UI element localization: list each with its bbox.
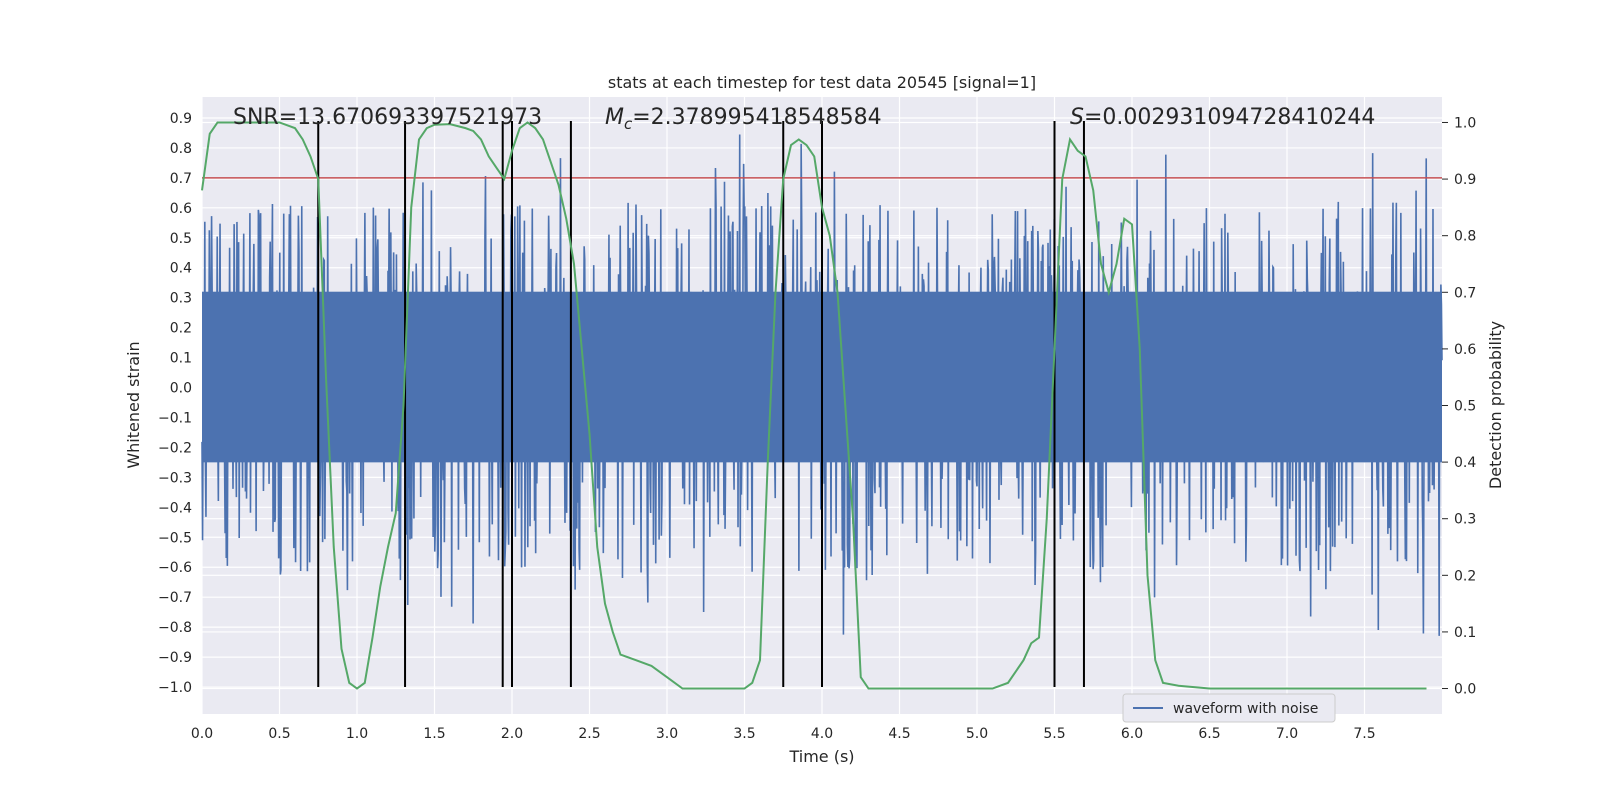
x-tick-label: 4.5 bbox=[888, 726, 910, 742]
left-axis-ticks: 0.9 0.8 0.7 0.6 0.5 0.4 0.3 0.2 0.1 0.0 −0.1 −0.2 −0… bbox=[158, 111, 192, 696]
y2-tick-label: 0.6 bbox=[1454, 342, 1476, 358]
x-tick-label: 0.0 bbox=[191, 726, 213, 742]
y-tick-label: −0.9 bbox=[158, 650, 192, 666]
annotation-1: Mc=2.378995418548584 bbox=[605, 105, 882, 133]
legend: waveform with noise bbox=[1122, 693, 1336, 723]
y-tick-label: −0.2 bbox=[158, 440, 192, 456]
detection-probability-series bbox=[201, 121, 1427, 690]
x-tick-label: 5.0 bbox=[966, 726, 988, 742]
x-axis-ticks: 0.0 0.5 1.0 1.5 2.0 2.5 3.0 3.5 4.0 4.5 5.0 5.5 6.0 6… bbox=[191, 726, 1376, 742]
x-tick-label: 7.5 bbox=[1353, 726, 1375, 742]
legend-entry-waveform: waveform with noise bbox=[1173, 701, 1318, 717]
y2-tick-label: 0.8 bbox=[1454, 229, 1476, 245]
y2-tick-label: 0.9 bbox=[1454, 172, 1476, 188]
x-tick-label: 7.0 bbox=[1276, 726, 1298, 742]
x-tick-label: 1.0 bbox=[346, 726, 368, 742]
x-tick-label: 6.5 bbox=[1198, 726, 1220, 742]
y-tick-label: −0.8 bbox=[158, 620, 192, 636]
annotation-0: SNR=13.670693397521973 bbox=[233, 105, 542, 130]
y2-tick-label: 0.2 bbox=[1454, 568, 1476, 584]
vertical-markers bbox=[317, 120, 1085, 688]
y2-tick-label: 0.1 bbox=[1454, 625, 1476, 641]
x-tick-label: 6.0 bbox=[1121, 726, 1143, 742]
y-tick-label: 0.7 bbox=[170, 171, 192, 187]
y-tick-label: 0.2 bbox=[170, 321, 192, 337]
y-tick-label: −0.1 bbox=[158, 410, 192, 426]
y-axis-label: Whitened strain bbox=[124, 341, 143, 468]
y-tick-label: 0.6 bbox=[170, 201, 192, 217]
x-tick-label: 3.0 bbox=[656, 726, 678, 742]
annotations: SNR=13.670693397521973 Mc=2.3789954185485… bbox=[233, 105, 1375, 133]
y-tick-label: 0.9 bbox=[170, 111, 192, 127]
legend-box bbox=[1122, 693, 1336, 723]
y-tick-label: 0.1 bbox=[170, 351, 192, 367]
y2-axis-label: Detection probability bbox=[1486, 321, 1505, 489]
y-tick-label: 0.0 bbox=[170, 381, 192, 397]
y-tick-label: −0.5 bbox=[158, 530, 192, 546]
y2-tick-label: 1.0 bbox=[1454, 115, 1476, 131]
y2-tick-label: 0.3 bbox=[1454, 512, 1476, 528]
x-tick-label: 0.5 bbox=[268, 726, 290, 742]
x-tick-label: 2.0 bbox=[501, 726, 523, 742]
y-tick-label: −0.4 bbox=[158, 500, 192, 516]
chart-title: stats at each timestep for test data 205… bbox=[608, 73, 1036, 92]
x-axis-label: Time (s) bbox=[788, 747, 854, 766]
y2-tick-label: 0.0 bbox=[1454, 682, 1476, 698]
y-tick-label: 0.3 bbox=[170, 291, 192, 307]
x-tick-label: 4.0 bbox=[811, 726, 833, 742]
y2-tick-label: 0.5 bbox=[1454, 399, 1476, 415]
y-tick-label: −0.7 bbox=[158, 590, 192, 606]
x-tick-label: 3.5 bbox=[733, 726, 755, 742]
right-axis-ticks: 1.0 0.9 0.8 0.7 0.6 0.5 0.4 0.3 0.2 0.1 0.0 bbox=[1442, 115, 1476, 698]
y-tick-label: −0.6 bbox=[158, 560, 192, 576]
annotation-2: S=0.002931094728410244 bbox=[1070, 105, 1375, 130]
y-tick-label: 0.8 bbox=[170, 141, 192, 157]
y-tick-label: 0.4 bbox=[170, 261, 192, 277]
x-tick-label: 1.5 bbox=[423, 726, 445, 742]
y-tick-label: −1.0 bbox=[158, 680, 192, 696]
detection-probability-line bbox=[201, 121, 1427, 690]
y-tick-label: −0.3 bbox=[158, 470, 192, 486]
x-tick-label: 5.5 bbox=[1043, 726, 1065, 742]
y2-tick-label: 0.7 bbox=[1454, 285, 1476, 301]
y2-tick-label: 0.4 bbox=[1454, 455, 1476, 471]
y-tick-label: 0.5 bbox=[170, 231, 192, 247]
x-tick-label: 2.5 bbox=[578, 726, 600, 742]
